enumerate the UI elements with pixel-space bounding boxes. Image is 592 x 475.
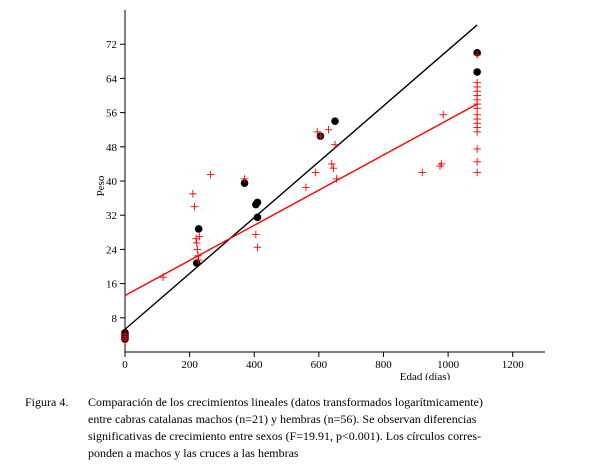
male-point: [253, 213, 262, 222]
scatter-chart: 8 16 24 32 40 48 56 64 72 0 200 400 600 800 1000 1200 E…: [95, 10, 545, 380]
female-point: [439, 110, 448, 119]
x-axis-label: Edad (días): [400, 371, 451, 380]
female-point: [437, 160, 446, 168]
y-tick-label: 56: [106, 108, 118, 120]
female-point: [252, 230, 260, 239]
caption-line: Comparación de los crecimientos lineales…: [88, 395, 483, 409]
x-tick-label: 0: [122, 359, 128, 371]
female-fit-line: [124, 103, 478, 297]
y-tick-label: 64: [106, 73, 118, 85]
y-tick-label: 48: [106, 142, 118, 154]
fit-lines: [124, 24, 478, 330]
y-axis-label: Peso: [95, 175, 107, 196]
male-point: [473, 68, 481, 76]
y-tick-label: 8: [112, 313, 118, 325]
female-point: [473, 157, 481, 166]
caption-line: entre cabras catalanas machos (n=21) y h…: [88, 412, 477, 426]
female-point: [473, 168, 481, 177]
female-point: [473, 145, 481, 153]
female-point: [302, 183, 310, 192]
female-point: [240, 175, 249, 183]
female-point: [190, 202, 199, 211]
female-point: [331, 140, 339, 149]
male-point: [253, 198, 262, 207]
x-tick-label: 1200: [502, 359, 525, 371]
female-point: [189, 190, 197, 198]
female-point: [329, 164, 338, 172]
caption-line: significativas de crecimiento entre sexo…: [88, 429, 482, 443]
female-point: [121, 336, 129, 344]
axes: 8 16 24 32 40 48 56 64 72 0 200 400 600 800 1000 1200: [106, 10, 545, 371]
female-point: [194, 256, 203, 264]
female-point: [311, 168, 320, 177]
x-tick-label: 800: [375, 359, 392, 371]
x-tick-label: 400: [246, 359, 263, 371]
female-point: [192, 234, 200, 243]
male-fit-line: [124, 24, 478, 330]
female-point: [195, 232, 204, 241]
x-tick-label: 1000: [437, 359, 460, 371]
y-tick-label: 40: [106, 176, 118, 188]
data-points: [121, 48, 481, 344]
female-point: [192, 239, 201, 247]
female-point: [436, 162, 444, 170]
female-point: [159, 273, 167, 281]
female-point: [194, 252, 202, 260]
y-tick-label: 32: [106, 210, 117, 222]
female-point: [473, 51, 481, 59]
male-point: [240, 179, 249, 187]
x-tick-label: 600: [311, 359, 328, 371]
female-point: [206, 170, 215, 179]
male-point: [331, 117, 339, 125]
female-point: [193, 245, 202, 254]
y-tick-label: 24: [106, 244, 118, 256]
female-point: [332, 175, 341, 183]
x-tick-label: 200: [181, 359, 198, 371]
figure-caption: Figura 4. Comparación de los crecimiento…: [25, 394, 585, 462]
caption-line: ponden a machos y las cruces a las hembr…: [88, 446, 299, 460]
female-point: [313, 128, 322, 136]
female-point: [327, 160, 336, 168]
female-point: [324, 125, 333, 134]
female-point: [473, 128, 481, 136]
female-point: [473, 104, 481, 113]
y-tick-label: 72: [106, 39, 117, 51]
female-point: [418, 168, 427, 177]
male-point: [194, 225, 203, 233]
y-tick-label: 16: [106, 279, 118, 291]
caption-text: Comparación de los crecimientos lineales…: [88, 394, 585, 462]
female-point: [253, 243, 262, 252]
caption-label: Figura 4.: [25, 395, 69, 409]
female-point: [316, 132, 325, 140]
